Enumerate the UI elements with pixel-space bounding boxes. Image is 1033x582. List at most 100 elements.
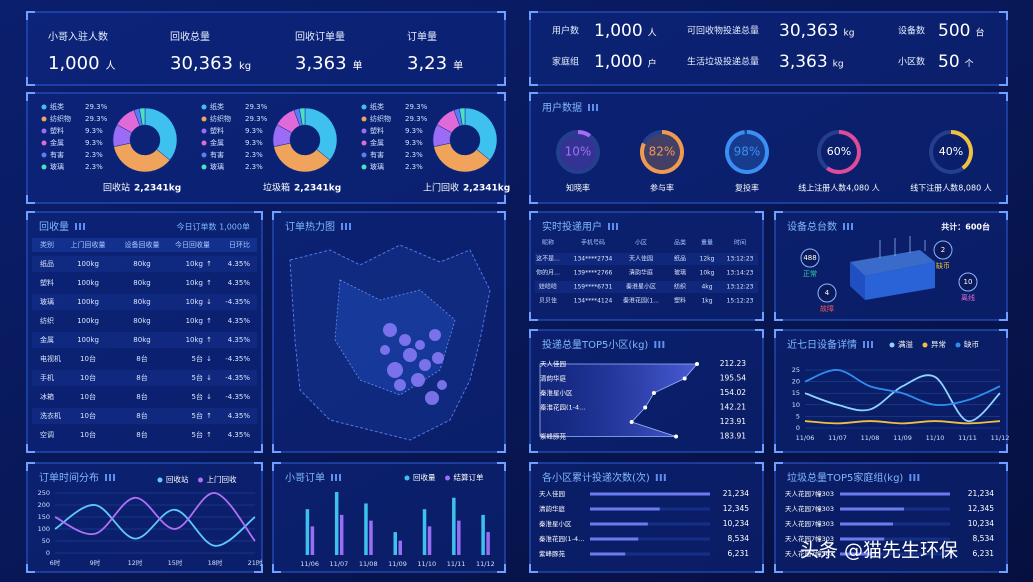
legend-name: 纸类 [370,102,384,111]
line [804,369,1001,406]
table-cell: 8台 [136,411,147,420]
category-label: 天人佳园 [539,489,565,498]
gauge-arc [826,130,861,174]
table-cell: 5台 [192,392,203,401]
label: 1,000 [48,53,100,74]
bar-track [590,552,710,556]
table-row-bg [32,408,257,424]
table-cell: 空调 [40,430,54,439]
legend-dot [41,128,47,134]
y-tick-label: 50 [42,537,50,545]
title-decoration [913,474,916,481]
title-decoration [612,223,614,230]
title-decoration [654,341,657,348]
table-header: 手机号码 [581,239,605,247]
table-cell: 5台 [192,354,203,363]
table-cell: 10kg [186,260,203,268]
label: 回收订单量 [295,30,345,43]
panel-corner [272,462,281,471]
title-decoration [843,223,845,230]
legend-name: 回收量 [413,472,436,482]
panel-title: 投递总量TOP5小区(kg) [542,338,648,351]
value-label: 154.02 [720,388,746,397]
panel-corner [755,444,764,453]
table-cell: ↑ [206,260,212,268]
panel-corner [529,444,538,453]
value-label: 183.91 [720,432,746,441]
title-decoration [608,223,610,230]
legend-value: 2.3% [245,163,263,171]
table-cell: 100kg [77,298,99,306]
point [629,420,634,424]
table-cell: ↑ [206,279,212,287]
bar [364,503,368,555]
x-tick-label: 15时 [168,558,183,567]
legend-dot [361,104,367,110]
legend-value: 2.3% [405,151,423,159]
table-cell: ↑ [206,412,212,420]
legend-dot [361,128,367,134]
panel-corner [755,462,764,471]
panel-corner [774,444,783,453]
legend-value: 9.3% [245,139,263,147]
panel [774,462,1008,573]
panel-title: 各小区累计投递次数(次) [542,471,650,484]
bar [305,509,310,555]
panel-corner [497,195,506,204]
panel-corner [26,77,35,86]
panel-title: 垃圾总量TOP5家庭组(kg) [787,471,903,484]
legend-name: 玻璃 [210,162,224,171]
value-label: 195.54 [720,374,746,383]
map-decoration [289,244,491,441]
category-label: 清韵华庭 [539,504,566,513]
label: 2,2341kg [294,184,341,194]
panel-corner [529,195,538,204]
label: 500 [938,21,970,41]
value-label: 6,231 [728,549,750,558]
table-cell: -4.35% [225,355,250,363]
panel-title: 近七日设备详情 [787,338,857,351]
panel-corner [529,462,538,471]
legend-value: 9.3% [245,127,263,135]
table-row-bg [32,294,257,310]
legend-dot [201,128,207,134]
title-decoration [113,474,115,481]
panel-corner [999,211,1008,220]
device-count: 4 [825,289,830,297]
legend-dot [201,104,207,110]
table-cell: 金属 [40,335,54,344]
table-row-bg [32,370,257,386]
category-label: 紫峰豚苑 [539,549,566,558]
gauge-name: 线上注册人数4,080 人 [798,183,879,193]
table-row-bg [535,253,758,265]
legend-dot [41,164,47,170]
bar [422,509,427,555]
device-state: 故障 [820,304,834,313]
table-cell: 15:12:23 [727,298,754,305]
table-header: 小区 [635,239,647,247]
x-tick-label: 21时 [248,558,263,567]
category-label: 天人花园7幢303 [785,519,834,528]
panel-corner [26,462,35,471]
table-row-bg [535,281,758,293]
table-cell: 秦淮星小区 [626,283,656,291]
table-cell: 8台 [136,430,147,439]
x-tick-label: 11/10 [417,560,436,568]
title-decoration [662,341,665,348]
legend-name: 玻璃 [370,162,384,171]
x-tick-label: 11/06 [796,434,815,442]
panel-title: 实时投递用户 [542,220,602,233]
value-label: 12,345 [968,504,994,513]
point [682,376,687,381]
label: 3,363 [295,53,347,74]
table-cell: 洗衣机 [40,411,61,420]
table-cell: 159****6731 [574,284,613,291]
table-cell: 秦淮花园(1... [623,297,659,305]
point [651,391,656,395]
table-cell: 5台 [192,411,203,420]
gauge-name: 知晓率 [566,183,590,193]
legend-dot [201,140,207,146]
legend-dot [41,152,47,158]
table-cell: 冰箱 [40,392,54,401]
panel-corner [497,444,506,453]
